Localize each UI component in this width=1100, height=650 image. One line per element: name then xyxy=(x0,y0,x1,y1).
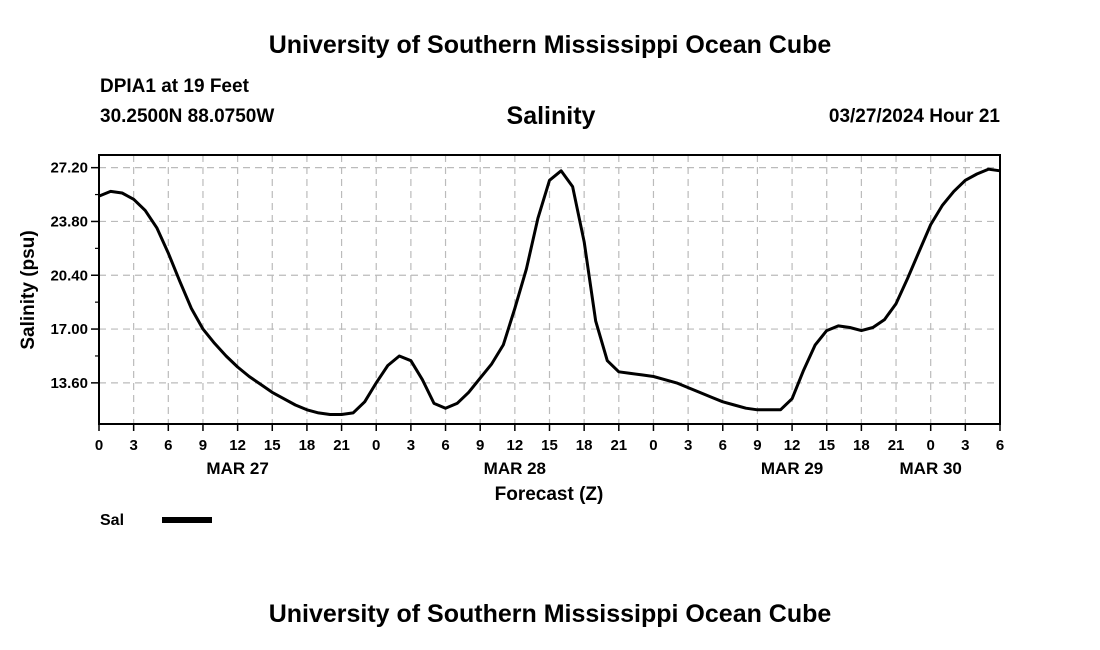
x-tick-label: 12 xyxy=(507,437,524,454)
x-date-label: MAR 28 xyxy=(484,459,546,478)
plot-frame xyxy=(98,154,1001,425)
x-axis-label: Forecast (Z) xyxy=(495,484,604,505)
x-tick-label: 6 xyxy=(719,437,727,454)
x-tick-label: 18 xyxy=(576,437,593,454)
x-tick-label: 3 xyxy=(407,437,415,454)
x-tick-label: 6 xyxy=(164,437,172,454)
x-date-label: MAR 27 xyxy=(206,459,268,478)
x-tick-label: 0 xyxy=(927,437,935,454)
page-title-bottom: University of Southern Mississippi Ocean… xyxy=(268,600,832,628)
coordinates-label: 30.2500N 88.0750W xyxy=(100,106,275,127)
x-tick-label: 3 xyxy=(961,437,969,454)
x-tick-label: 6 xyxy=(996,437,1004,454)
y-axis-label: Salinity (psu) xyxy=(18,230,39,349)
x-tick-label: 3 xyxy=(129,437,137,454)
chart-title: Salinity xyxy=(507,102,596,130)
x-tick-label: 21 xyxy=(333,437,350,454)
x-tick-label: 12 xyxy=(229,437,246,454)
x-tick-label: 15 xyxy=(541,437,558,454)
x-tick-label: 18 xyxy=(299,437,316,454)
x-axis: 0 3 6 9 12 15 18 21 0 3 6 9 12 15 18 21 0 3 6 9 12 15 18 21 0 3 6 M… xyxy=(95,424,1004,478)
x-tick-label: 21 xyxy=(888,437,905,454)
x-tick-label: 15 xyxy=(818,437,835,454)
x-tick-label: 21 xyxy=(610,437,627,454)
station-label: DPIA1 at 19 Feet xyxy=(100,76,249,97)
x-tick-label: 9 xyxy=(753,437,761,454)
y-axis: 27.20 23.80 20.40 17.00 13.60 xyxy=(50,160,99,392)
x-date-label: MAR 29 xyxy=(761,459,823,478)
x-tick-label: 0 xyxy=(95,437,103,454)
page-title-top: University of Southern Mississippi Ocean… xyxy=(268,31,832,59)
x-date-label: MAR 30 xyxy=(900,459,962,478)
gridlines xyxy=(99,155,1000,424)
x-tick-label: 0 xyxy=(372,437,380,454)
series-line-sal xyxy=(98,167,1001,416)
x-tick-label: 0 xyxy=(649,437,657,454)
y-tick-label: 23.80 xyxy=(50,213,88,230)
y-tick-label: 27.20 xyxy=(50,160,88,177)
y-tick-label: 17.00 xyxy=(50,321,88,338)
legend: Sal xyxy=(100,512,212,529)
x-tick-label: 6 xyxy=(441,437,449,454)
x-tick-label: 15 xyxy=(264,437,281,454)
y-tick-label: 20.40 xyxy=(50,267,88,284)
x-tick-label: 18 xyxy=(853,437,870,454)
x-tick-label: 9 xyxy=(199,437,207,454)
y-tick-label: 13.60 xyxy=(50,375,88,392)
timestamp-label: 03/27/2024 Hour 21 xyxy=(828,106,1000,127)
x-tick-label: 12 xyxy=(784,437,801,454)
legend-label-sal: Sal xyxy=(100,512,124,529)
x-tick-label: 3 xyxy=(684,437,692,454)
x-tick-label: 9 xyxy=(476,437,484,454)
